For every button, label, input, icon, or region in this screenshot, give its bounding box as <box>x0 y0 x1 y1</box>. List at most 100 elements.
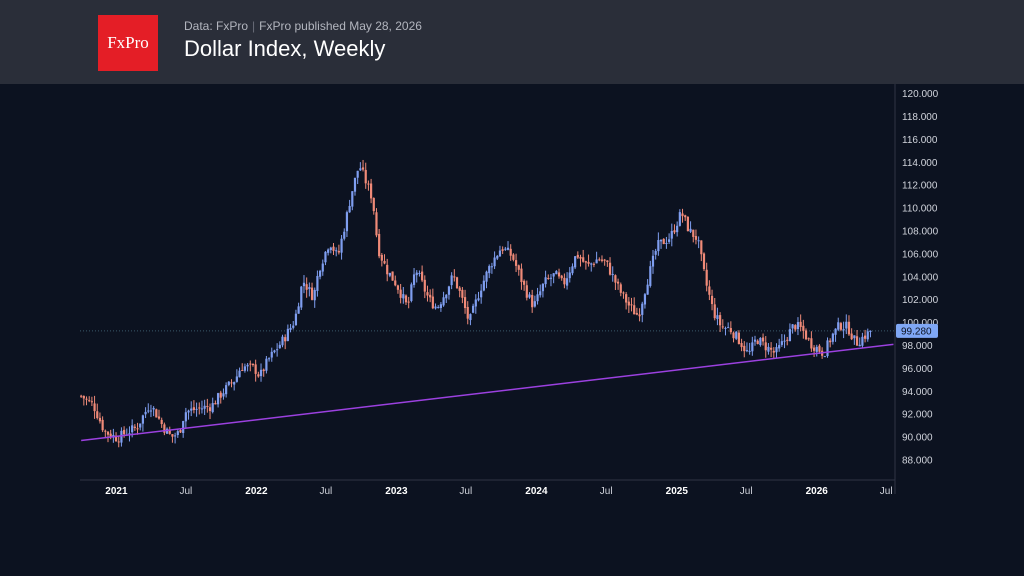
candle-body <box>804 330 808 340</box>
data-source: Data: FxPro <box>184 19 249 33</box>
candle-body <box>861 336 864 346</box>
y-tick-label: 114.000 <box>902 158 938 169</box>
candle-body <box>477 298 480 301</box>
candle-body <box>541 283 545 292</box>
candle-body <box>225 385 228 395</box>
candle-body <box>106 431 110 435</box>
candle-body <box>144 411 147 415</box>
candle-body <box>174 435 177 437</box>
y-tick-label: 94.000 <box>902 387 933 398</box>
candle-body <box>812 347 816 351</box>
candle-body <box>657 240 660 252</box>
candle-body <box>445 294 448 299</box>
y-tick-label: 104.000 <box>902 272 939 283</box>
candle-body <box>482 280 485 291</box>
candle-body <box>598 259 601 261</box>
candle-body <box>549 277 553 279</box>
candle-body <box>729 328 732 333</box>
candle-body <box>619 284 622 293</box>
candle-body <box>308 287 311 290</box>
candle-body <box>353 177 357 192</box>
candle-body <box>340 238 343 253</box>
candle-body <box>458 287 461 291</box>
candle-body <box>335 250 338 252</box>
candle-body <box>195 408 198 410</box>
candlestick-chart[interactable]: 88.000 90.000 92.000 94.000 96.000 98.000 100.… <box>0 84 1024 576</box>
candle-body <box>294 313 298 326</box>
candle-body <box>313 289 316 301</box>
candle-body <box>574 256 577 268</box>
candle-body <box>528 294 531 298</box>
candle-body <box>772 350 775 353</box>
candle-body <box>372 198 375 212</box>
candle-body <box>512 254 515 260</box>
candle-body <box>286 328 289 341</box>
candle-body <box>582 257 585 262</box>
candle-body <box>316 275 319 291</box>
candle-body <box>737 332 741 345</box>
y-tick-label: 108.000 <box>902 227 939 238</box>
candle-body <box>525 285 528 298</box>
candle-body <box>501 249 504 251</box>
candle-body <box>855 336 859 346</box>
candle-body <box>415 272 418 276</box>
candle-body <box>869 330 872 332</box>
candle-body <box>571 266 574 274</box>
candle-body <box>267 358 271 360</box>
candle-body <box>547 277 550 279</box>
candle-body <box>480 290 483 298</box>
candle-body <box>818 345 821 352</box>
candle-body <box>200 408 204 410</box>
candle-body <box>383 260 386 264</box>
candle-body <box>659 239 663 242</box>
y-tick-label: 116.000 <box>902 135 938 146</box>
candle-body <box>367 183 370 185</box>
candle-body <box>168 429 171 434</box>
candle-body <box>592 263 596 265</box>
candle-body <box>694 236 698 240</box>
candle-body <box>753 339 757 342</box>
y-tick-label: 102.000 <box>902 295 939 306</box>
candle-body <box>788 329 792 342</box>
candle-body <box>649 266 652 286</box>
candle-body <box>622 292 625 294</box>
candle-body <box>88 400 91 402</box>
candle-body <box>799 321 802 328</box>
candle-body <box>770 347 773 350</box>
candle-body <box>251 363 255 366</box>
x-tick-label: Jul <box>319 486 332 497</box>
candle-body <box>206 405 209 407</box>
candle-body <box>310 287 314 300</box>
candle-body <box>276 349 279 351</box>
candle-body <box>466 306 469 319</box>
candle-body <box>590 263 593 265</box>
candle-body <box>300 286 303 308</box>
x-tick-label: Jul <box>600 486 613 497</box>
candles <box>80 159 872 448</box>
candle-body <box>82 395 85 399</box>
candle-body <box>684 215 687 218</box>
candle-body <box>743 345 746 352</box>
candle-body <box>284 337 287 342</box>
y-tick-label: 92.000 <box>902 410 933 421</box>
candle-body <box>493 257 496 267</box>
support-trendline[interactable] <box>81 343 894 442</box>
candle-body <box>759 337 762 346</box>
candle-body <box>399 289 402 298</box>
candle-body <box>423 279 426 292</box>
candle-body <box>410 284 413 301</box>
candle-body <box>369 183 373 199</box>
candle-body <box>447 286 451 295</box>
candle-body <box>826 340 829 357</box>
candle-body <box>386 264 389 275</box>
x-tick-label: 2024 <box>525 486 548 497</box>
candle-body <box>531 295 534 308</box>
candle-body <box>437 307 440 309</box>
candle-body <box>702 253 706 270</box>
candle-body <box>463 297 467 309</box>
candle-body <box>490 266 494 268</box>
candle-body <box>533 301 536 307</box>
candle-body <box>396 285 400 290</box>
candle-body <box>305 284 308 290</box>
candle-body <box>262 369 265 372</box>
